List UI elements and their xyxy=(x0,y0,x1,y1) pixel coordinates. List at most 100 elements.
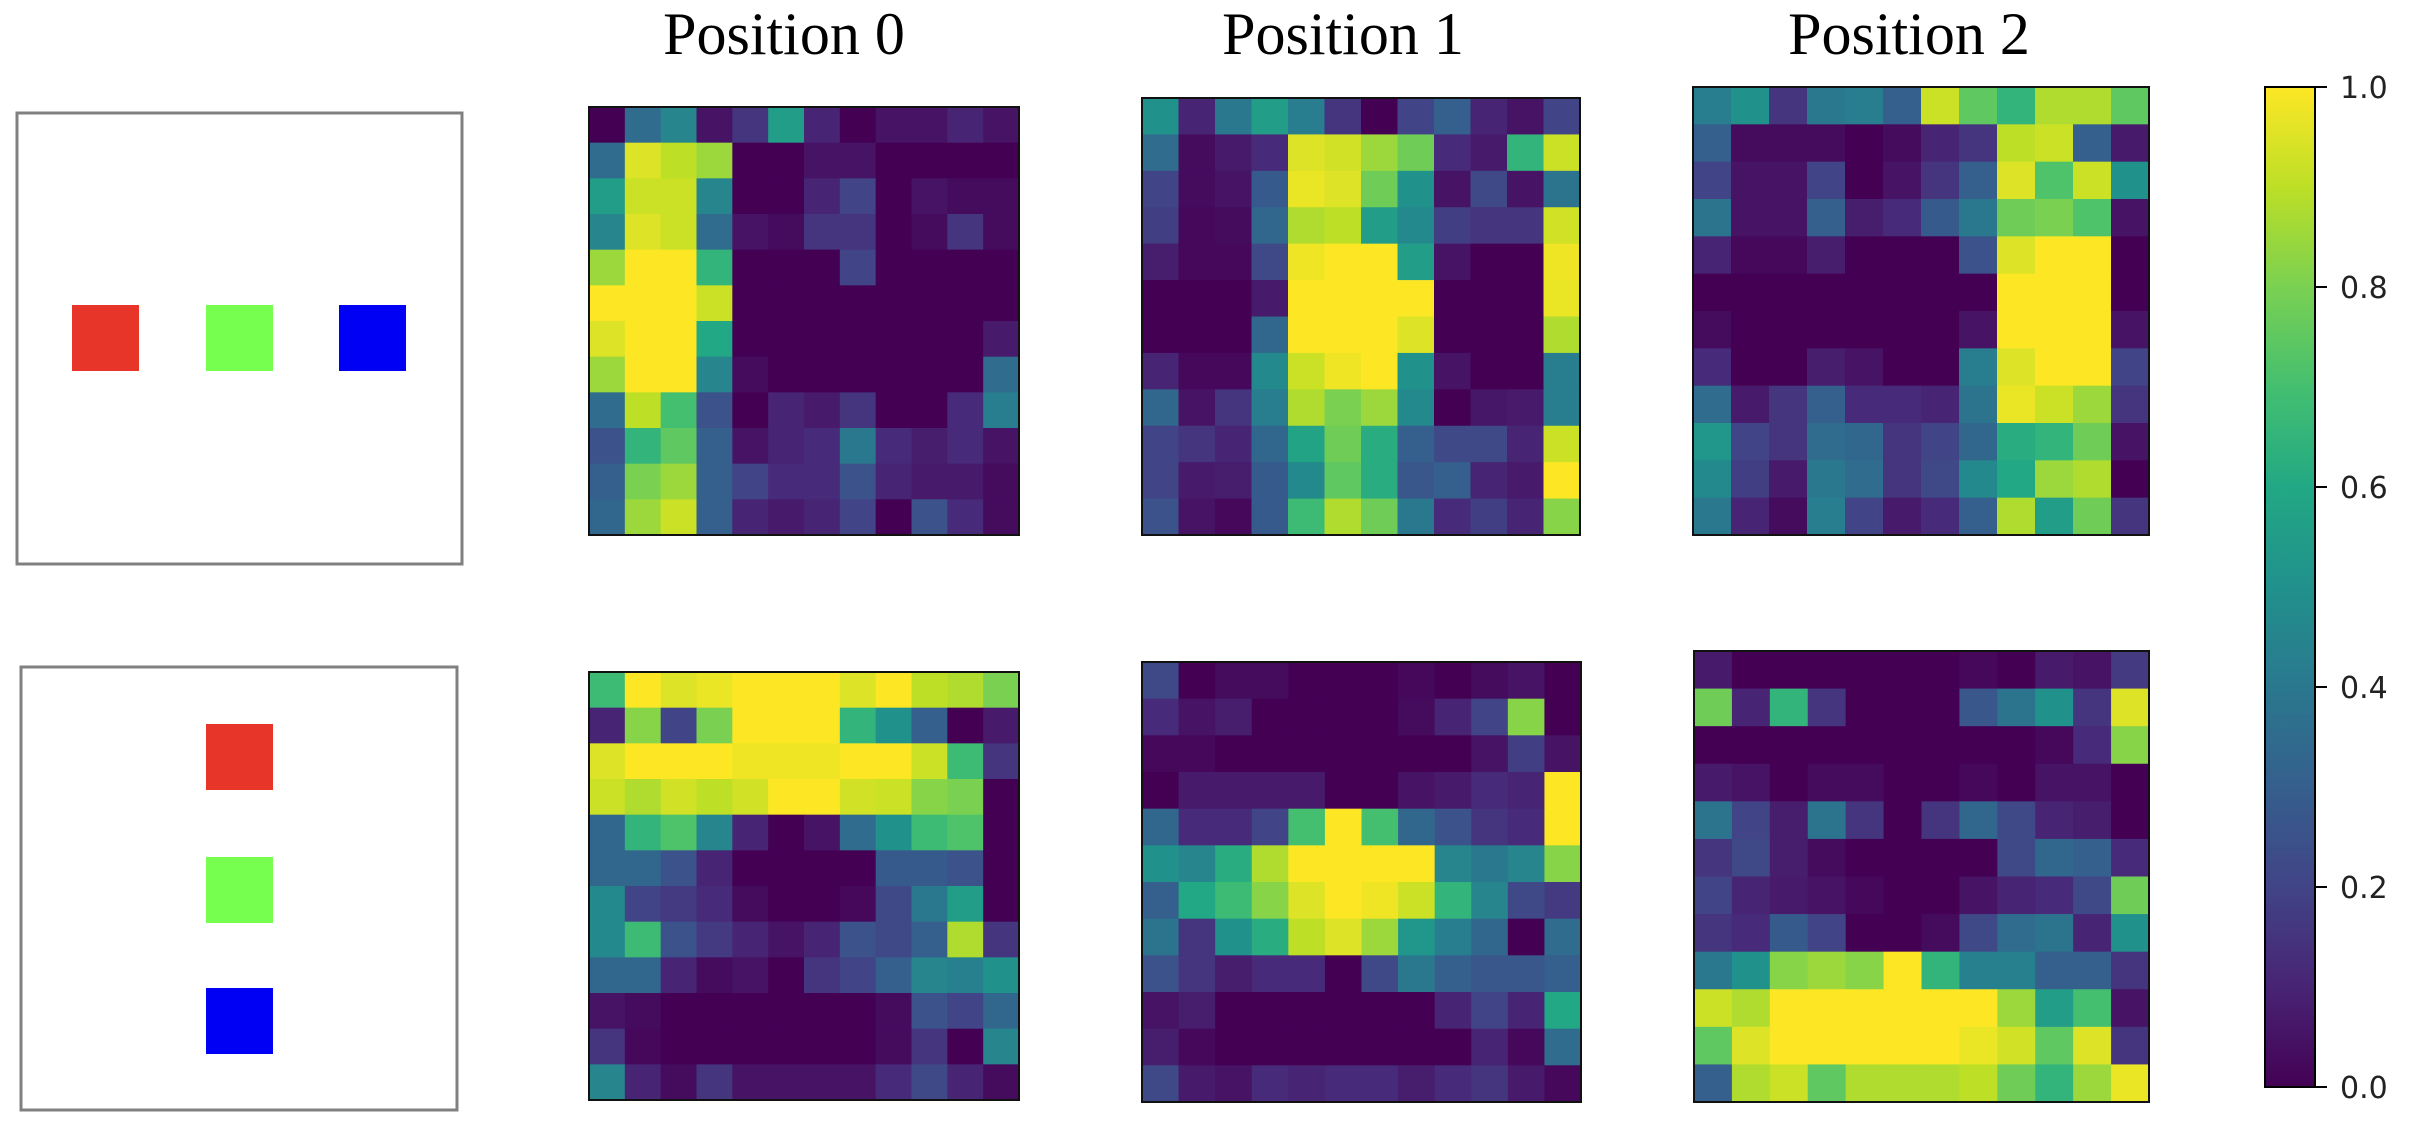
heatmap-cell xyxy=(1398,772,1436,810)
heatmap-cell xyxy=(1507,462,1545,500)
heatmap-cell xyxy=(1921,348,1960,387)
heatmap-cell xyxy=(768,428,805,465)
heatmap-cell xyxy=(1397,498,1435,536)
heatmap-cell xyxy=(911,707,948,744)
heatmap-cell xyxy=(1434,772,1472,810)
heatmap-cell xyxy=(624,743,662,780)
heatmap-cell xyxy=(1731,914,1771,953)
heatmap-cell xyxy=(1470,462,1508,500)
heatmap-cell xyxy=(2035,989,2074,1028)
heatmap-cell xyxy=(1507,882,1546,920)
heatmap-cell xyxy=(1997,1064,2036,1103)
heatmap-cell xyxy=(1324,425,1362,463)
heatmap-cell xyxy=(1883,1026,1923,1066)
heatmap-cell xyxy=(875,743,913,780)
heatmap-cell xyxy=(1769,951,1809,990)
heatmap-cell xyxy=(911,463,948,500)
heatmap-cell xyxy=(983,285,1020,322)
heatmap-cell xyxy=(1731,688,1771,727)
heatmap-cell xyxy=(660,356,698,393)
heatmap-cell xyxy=(2035,273,2074,312)
heatmap-cell xyxy=(911,814,948,851)
heatmap-cell xyxy=(1288,170,1326,208)
heatmap-cell xyxy=(2035,763,2074,802)
heatmap-cell xyxy=(696,814,733,851)
heatmap-cell xyxy=(1807,914,1847,953)
heatmap-cell xyxy=(1434,243,1472,281)
red-square xyxy=(72,305,139,371)
heatmap-cell xyxy=(1324,772,1363,810)
heatmap-cell xyxy=(1434,207,1472,245)
heatmap-cell xyxy=(1507,170,1545,208)
heatmap-cell xyxy=(1215,1028,1253,1066)
heatmap-cell xyxy=(1731,460,1770,499)
heatmap-cell xyxy=(696,428,733,465)
heatmap-cell xyxy=(1997,876,2036,915)
heatmap-cell xyxy=(1959,914,1998,953)
heatmap-cell xyxy=(660,428,698,465)
heatmap-cell xyxy=(589,886,626,923)
heatmap-cell xyxy=(1807,273,1846,312)
heatmap-cell xyxy=(732,178,769,215)
heatmap-cell xyxy=(804,428,841,465)
heatmap-cell xyxy=(1959,385,1998,424)
heatmap-cell xyxy=(1921,311,1960,349)
heatmap-cell xyxy=(1251,134,1289,172)
heatmap-cell xyxy=(983,249,1020,286)
heatmap-cell xyxy=(2035,460,2074,499)
heatmap-cell xyxy=(1142,207,1180,245)
heatmap-cell xyxy=(947,672,984,709)
heatmap-cell xyxy=(911,356,948,393)
heatmap-cell xyxy=(804,356,841,393)
heatmap-cell xyxy=(1361,845,1399,883)
heatmap-cell xyxy=(1178,462,1216,500)
heatmap-cell xyxy=(1694,914,1733,953)
heatmap-cell xyxy=(1921,87,1960,125)
heatmap-cell xyxy=(1693,423,1732,461)
heatmap-cell xyxy=(2073,273,2112,312)
heatmap-cell xyxy=(1769,801,1809,840)
heatmap-cell xyxy=(1251,316,1289,354)
heatmap-cell xyxy=(1807,726,1847,765)
heatmap-cell xyxy=(732,814,769,851)
heatmap-cell xyxy=(1731,876,1771,915)
heatmap-cell xyxy=(1883,385,1922,424)
heatmap-cell xyxy=(1769,1064,1809,1103)
heatmap-cell xyxy=(1883,914,1923,953)
heatmap-cell xyxy=(2073,1064,2112,1103)
heatmap-cell xyxy=(624,814,662,851)
heatmap-cell xyxy=(1997,87,2036,125)
heatmap-cell xyxy=(1215,98,1253,136)
heatmap-cell xyxy=(624,921,662,958)
heatmap-cell xyxy=(1142,352,1180,390)
heatmap-cell xyxy=(1769,460,1808,499)
heatmap-cell xyxy=(2035,838,2074,878)
heatmap-cell xyxy=(1434,845,1472,883)
heatmap-cell xyxy=(1361,918,1399,956)
heatmap-cell xyxy=(2073,876,2112,915)
heatmap-cell xyxy=(2035,348,2074,387)
heatmap-cell xyxy=(1361,207,1399,245)
heatmap-cell xyxy=(1178,280,1216,318)
heatmap-cell xyxy=(2035,914,2074,953)
heatmap-cell xyxy=(2035,87,2074,125)
heatmap-cell xyxy=(660,957,698,994)
heatmap-cell xyxy=(911,779,948,816)
heatmap-cell xyxy=(1997,951,2036,990)
heatmap-cell xyxy=(947,993,984,1030)
heatmap-cell xyxy=(1142,808,1180,846)
heatmap-cell xyxy=(983,779,1020,816)
heatmap-cell xyxy=(1324,498,1362,536)
heatmap-cell xyxy=(1921,161,1960,200)
heatmap-cell xyxy=(1883,273,1922,312)
heatmap-cell xyxy=(1769,273,1808,312)
heatmap-cell xyxy=(1693,348,1732,387)
heatmap-cell xyxy=(1178,134,1216,172)
heatmap-cell xyxy=(1434,280,1472,318)
heatmap-cell xyxy=(732,957,769,994)
heatmap-cell xyxy=(1543,462,1581,500)
heatmap-cell xyxy=(1731,161,1770,200)
heatmap-cell xyxy=(1397,352,1435,390)
heatmap-cell xyxy=(768,249,805,286)
heatmap-cell xyxy=(804,463,841,500)
